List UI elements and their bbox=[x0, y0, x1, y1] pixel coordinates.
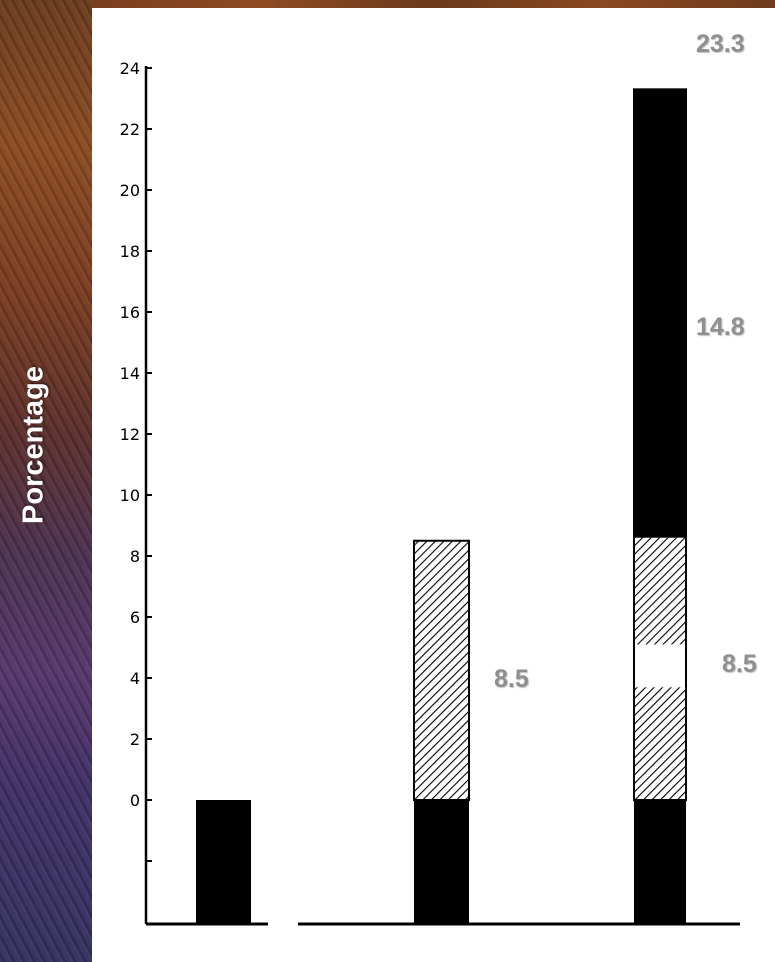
bar-segment-solid bbox=[634, 800, 686, 924]
bar-outline bbox=[413, 539, 470, 801]
bar-1 bbox=[196, 800, 251, 924]
decorative-background-top-strip bbox=[92, 0, 775, 8]
y-tick-label: 14 bbox=[120, 364, 140, 383]
bar-outline bbox=[633, 88, 687, 802]
bar-segment-solid bbox=[196, 800, 251, 924]
annotation-23-3: 23.3 bbox=[696, 30, 745, 58]
y-tick-label: 22 bbox=[120, 120, 140, 139]
y-tick-label: 0 bbox=[130, 791, 140, 810]
bar-segment-solid bbox=[634, 89, 686, 538]
y-tick-label: 8 bbox=[130, 547, 140, 566]
y-tick-label: 4 bbox=[130, 669, 140, 688]
y-tick-label: 18 bbox=[120, 242, 140, 261]
bar-segment-hatched bbox=[414, 540, 469, 800]
bar-segment-hatched bbox=[634, 687, 686, 800]
bar-2 bbox=[413, 539, 470, 924]
annotation-14-8: 14.8 bbox=[696, 313, 745, 341]
bar-3 bbox=[633, 88, 687, 924]
bar-segment-solid bbox=[414, 800, 469, 924]
bar-segment-hatched bbox=[634, 537, 686, 645]
y-tick-label: 12 bbox=[120, 425, 140, 444]
y-tick-label: 20 bbox=[120, 181, 140, 200]
bar-segment-white bbox=[634, 644, 686, 688]
y-tick-label: 2 bbox=[130, 730, 140, 749]
decorative-background-strip bbox=[0, 0, 92, 962]
y-tick-label: 6 bbox=[130, 608, 140, 627]
y-tick-label: 10 bbox=[120, 486, 140, 505]
annotation-8-5-bar3: 8.5 bbox=[722, 650, 757, 678]
annotation-8-5-bar2: 8.5 bbox=[494, 665, 529, 693]
y-tick-label: 16 bbox=[120, 303, 140, 322]
bars bbox=[196, 88, 687, 924]
y-tick-label: 24 bbox=[120, 59, 140, 78]
